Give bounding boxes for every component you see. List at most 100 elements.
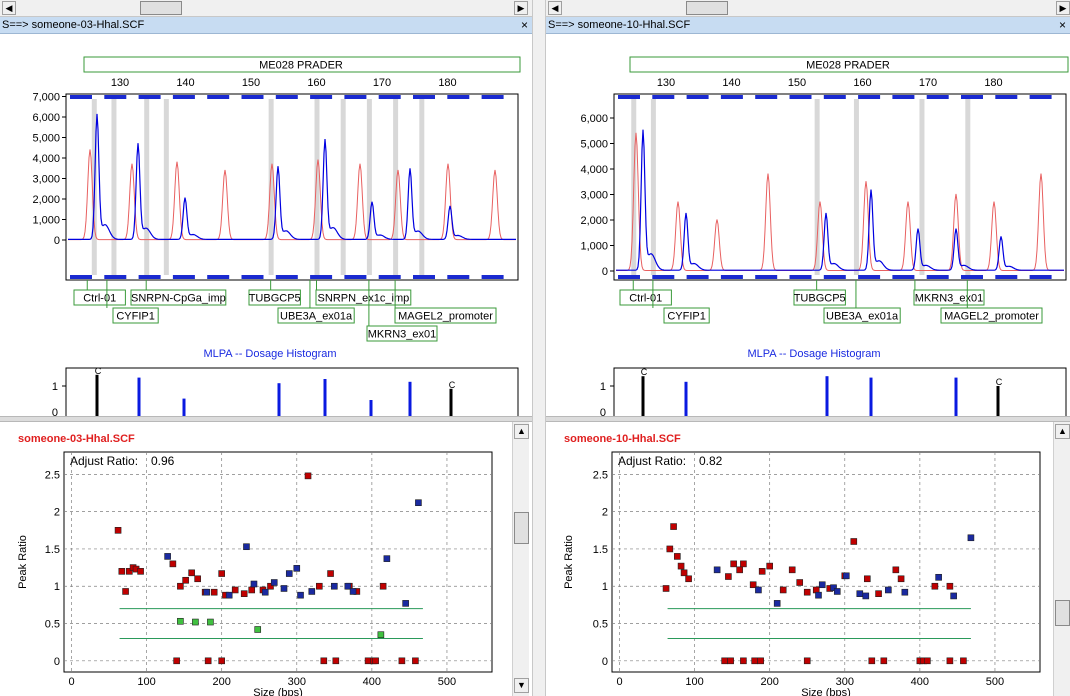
size-tick-label: 180 bbox=[984, 77, 1002, 89]
scroll-right-icon[interactable]: ▶ bbox=[1056, 1, 1070, 15]
x-tick-label: 300 bbox=[288, 676, 306, 688]
pane-splitter[interactable] bbox=[0, 416, 532, 422]
x-tick-label: 500 bbox=[438, 676, 456, 688]
histogram-bar bbox=[323, 379, 327, 416]
bin-segment bbox=[413, 275, 435, 279]
bin-segment bbox=[926, 275, 949, 279]
ratio-point bbox=[218, 657, 225, 665]
sample-trace bbox=[616, 129, 1064, 271]
pane-splitter[interactable] bbox=[546, 416, 1070, 422]
probe-label-box bbox=[73, 289, 126, 306]
ratio-point bbox=[967, 534, 975, 542]
histogram-y-label: 0 bbox=[600, 407, 606, 416]
electropherogram-frame bbox=[65, 93, 519, 281]
kit-box bbox=[629, 56, 1069, 73]
ratio-point bbox=[173, 657, 180, 665]
bin-segment bbox=[172, 95, 195, 99]
left-sample-pane: ◀ ▶ S==> someone-03-Hhal.SCF × ME028 PRA… bbox=[0, 0, 532, 696]
probe-bin-band bbox=[111, 99, 117, 275]
probe-label: SNRPN-CpGa_imp bbox=[131, 293, 226, 305]
ratio-point bbox=[788, 566, 796, 574]
horizontal-scrollbar[interactable]: ◀ ▶ bbox=[546, 0, 1070, 17]
scroll-up-icon[interactable]: ▲ bbox=[514, 424, 529, 439]
y-tick-label: 2 bbox=[602, 507, 608, 519]
bin-segment bbox=[961, 95, 983, 99]
bin-segment bbox=[344, 275, 367, 279]
probe-bin-band bbox=[419, 99, 425, 275]
probe-label: CYFIP1 bbox=[116, 311, 155, 323]
scroll-right-icon[interactable]: ▶ bbox=[514, 1, 528, 15]
vertical-scrollbar[interactable]: ▲ bbox=[1053, 422, 1070, 696]
probe-bin-band bbox=[340, 99, 346, 275]
ratio-plot-frame bbox=[63, 451, 493, 673]
y-tick-label: 0.5 bbox=[45, 619, 60, 631]
horizontal-scroll-thumb[interactable] bbox=[140, 1, 182, 15]
bin-segment bbox=[241, 275, 264, 279]
size-tick-label: 140 bbox=[722, 77, 740, 89]
histogram-bar bbox=[954, 377, 958, 416]
probe-bin-band bbox=[650, 99, 656, 275]
vertical-scrollbar[interactable]: ▲ ▼ bbox=[512, 422, 529, 696]
ratio-point bbox=[412, 657, 419, 665]
ratio-point bbox=[293, 565, 301, 572]
probe-label: UBE3A_ex01a bbox=[826, 311, 899, 323]
scroll-left-icon[interactable]: ◀ bbox=[2, 1, 16, 15]
probe-label: MAGEL2_promoter bbox=[944, 311, 1039, 323]
ratio-point bbox=[377, 631, 385, 639]
y-axis-label: 1,000 bbox=[32, 215, 60, 227]
ratio-point bbox=[779, 586, 787, 594]
vertical-scroll-thumb[interactable] bbox=[1055, 600, 1070, 626]
ratio-point bbox=[670, 523, 677, 530]
ratio-plot-panel: someone-10-Hhal.SCF 0 100 200 300 400 500 0 0.5 1… bbox=[563, 433, 1041, 696]
ratio-point bbox=[880, 657, 888, 665]
bin-segment bbox=[207, 275, 230, 279]
scroll-up-icon[interactable]: ▲ bbox=[1055, 424, 1070, 439]
y-axis-label: 3,000 bbox=[32, 174, 60, 186]
ratio-point bbox=[842, 572, 850, 580]
close-icon[interactable]: × bbox=[1058, 18, 1066, 32]
ratio-point bbox=[331, 582, 338, 590]
ratio-point bbox=[755, 586, 762, 594]
bin-segment bbox=[275, 95, 298, 99]
ratio-point bbox=[192, 618, 199, 626]
control-marker: C bbox=[641, 367, 648, 377]
electropherogram-panel: ME028 PRADER 130 140 150 160 170 180 6,000 5,000… bbox=[580, 56, 1069, 416]
y-tick-label: 1 bbox=[54, 581, 60, 593]
bin-segment bbox=[241, 95, 264, 99]
x-tick-label: 400 bbox=[363, 676, 381, 688]
y-tick-label: 2.5 bbox=[593, 469, 608, 481]
ratio-point bbox=[727, 657, 734, 665]
y-axis-label: 0 bbox=[602, 266, 608, 278]
y-axis-label: 2,000 bbox=[580, 215, 608, 227]
ratio-point bbox=[164, 553, 171, 560]
size-tick-label: 160 bbox=[853, 77, 871, 89]
horizontal-scrollbar[interactable]: ◀ ▶ bbox=[0, 0, 532, 17]
scroll-left-icon[interactable]: ◀ bbox=[548, 1, 562, 15]
ratio-point bbox=[803, 657, 811, 665]
histogram-frame bbox=[65, 367, 519, 416]
histogram-bar bbox=[996, 386, 1000, 416]
ratio-point bbox=[815, 591, 822, 599]
ratio-point bbox=[685, 575, 692, 583]
horizontal-scroll-thumb[interactable] bbox=[686, 1, 728, 15]
scroll-down-icon[interactable]: ▼ bbox=[514, 678, 529, 693]
close-icon[interactable]: × bbox=[520, 18, 528, 32]
bin-segment bbox=[823, 95, 846, 99]
probe-label: MKRN3_ex01 bbox=[368, 329, 436, 341]
ratio-point bbox=[250, 580, 258, 588]
probe-label-box bbox=[315, 289, 412, 306]
ratio-plot-panel: someone-03-Hhal.SCF 0 100 200 300 400 500 0 0.5 1… bbox=[17, 433, 493, 696]
y-tick-label: 2 bbox=[54, 507, 60, 519]
sample-trace bbox=[68, 113, 516, 240]
ratio-point bbox=[863, 575, 871, 583]
ratio-point bbox=[308, 588, 316, 595]
ratio-point bbox=[950, 592, 957, 600]
probe-label-box bbox=[248, 289, 301, 306]
ratio-point bbox=[344, 582, 352, 590]
bin-segment bbox=[686, 95, 709, 99]
ratio-point bbox=[332, 657, 340, 665]
histogram-bar bbox=[825, 376, 829, 416]
vertical-scroll-thumb[interactable] bbox=[514, 512, 529, 544]
ratio-point bbox=[885, 586, 892, 594]
ratio-point bbox=[892, 566, 900, 574]
